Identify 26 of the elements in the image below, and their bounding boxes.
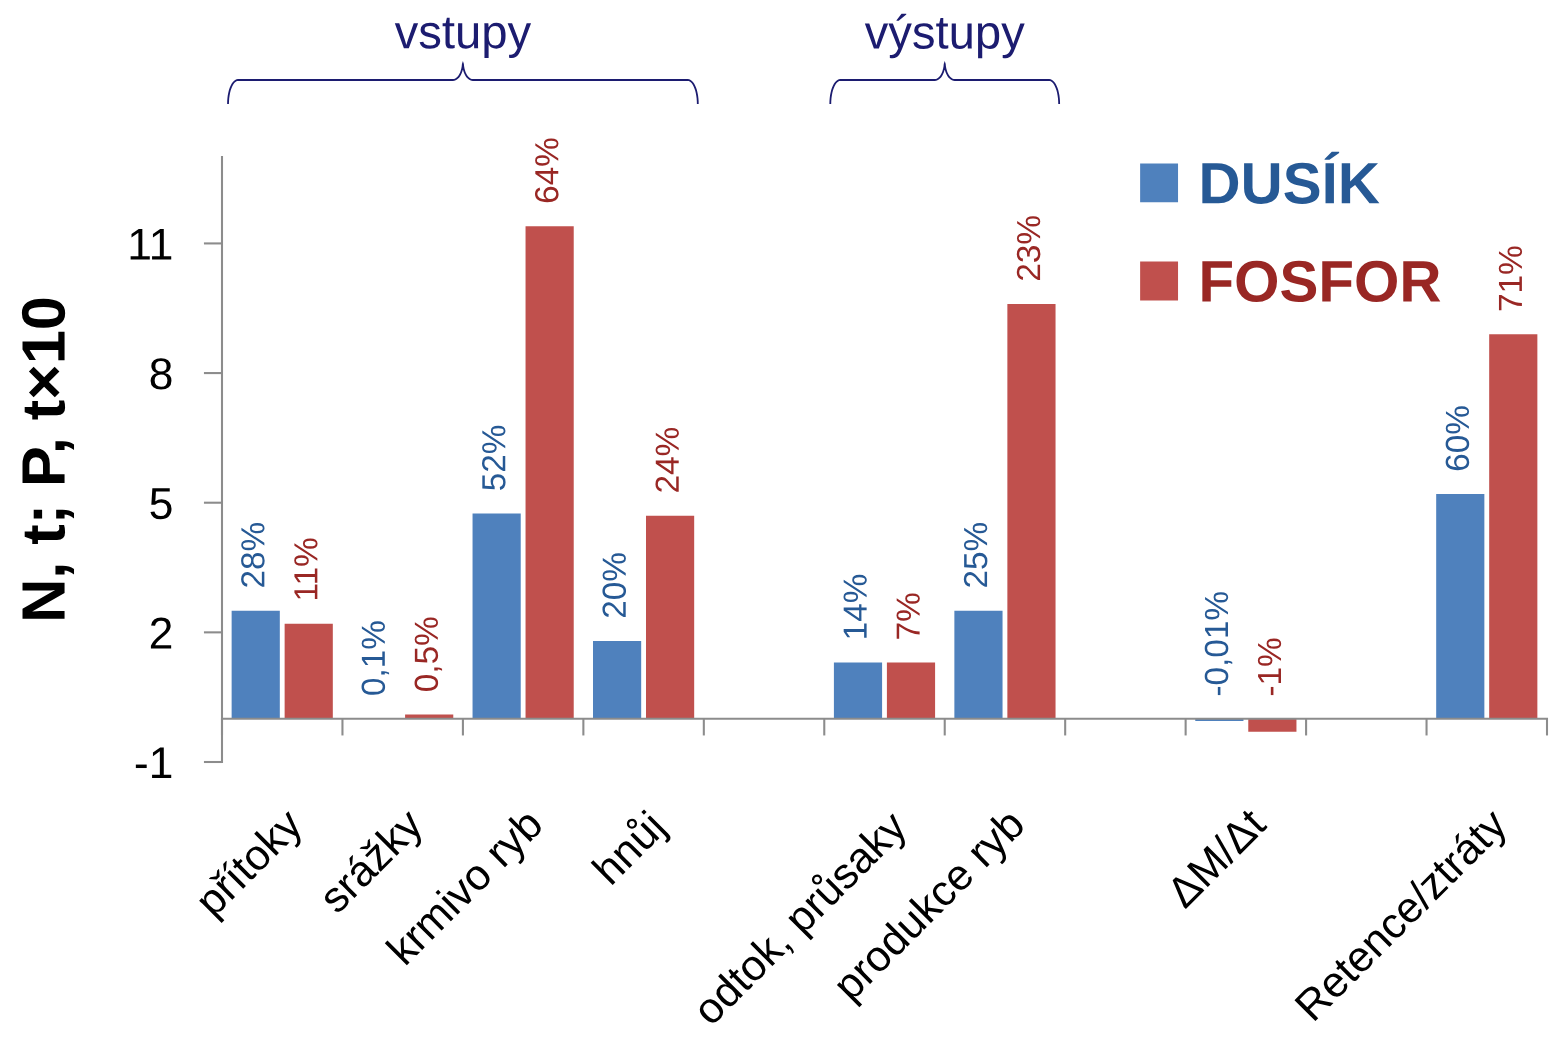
- text: vstupy: [394, 17, 532, 59]
- annotation: 20%: [602, 553, 627, 618]
- annotation: 24%: [655, 427, 679, 492]
- annotation: 28%: [241, 523, 265, 587]
- annotation: 14%: [843, 574, 867, 638]
- annotation: 0,1%: [361, 621, 390, 695]
- annotation: 23%: [1016, 216, 1041, 281]
- annotation: 71%: [1498, 246, 1523, 311]
- legend-label: DUSÍK: [1202, 151, 1380, 204]
- y-tick-label: 8: [150, 358, 172, 390]
- y-tick-label: -1: [135, 747, 172, 779]
- y-axis-title: N, t; P, t×10: [21, 298, 75, 619]
- text: výstupy: [864, 13, 1025, 59]
- annotation: 60%: [1445, 406, 1470, 471]
- y-tick-label: 5: [150, 488, 172, 520]
- annotation: 7%: [896, 593, 920, 639]
- legend-label: FOSFOR: [1202, 260, 1441, 303]
- annotation: 64%: [534, 138, 559, 203]
- annotation: 52%: [481, 425, 506, 490]
- y-tick-label: 2: [150, 617, 172, 649]
- annotation: 25%: [963, 523, 988, 587]
- annotation: -1%: [1257, 638, 1282, 696]
- annotation: -0,01%: [1204, 592, 1233, 696]
- y-tick-label: 11: [130, 228, 172, 260]
- annotation: 11%: [294, 538, 318, 599]
- annotation: 0,5%: [414, 617, 443, 691]
